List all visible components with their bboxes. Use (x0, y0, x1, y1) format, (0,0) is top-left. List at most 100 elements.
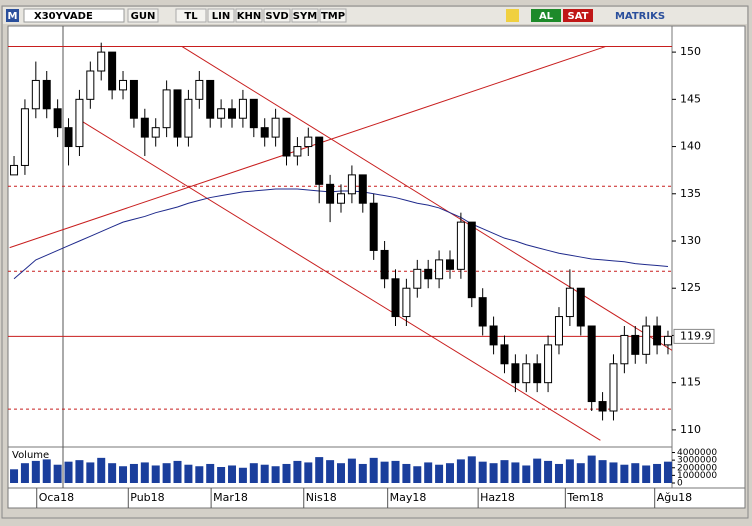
trend-line (181, 46, 672, 351)
candle-body (663, 335, 672, 346)
candle-body (20, 108, 29, 166)
candle-body (31, 79, 40, 110)
candle-body (413, 268, 422, 289)
candle-body (380, 249, 389, 280)
frame (1, 5, 749, 519)
candle-body (620, 334, 629, 365)
toolbar-button[interactable] (319, 8, 347, 23)
candle-body (119, 79, 128, 91)
x-tick-label: Oca18 (39, 491, 74, 504)
candle-body (500, 344, 509, 365)
volume-bar (489, 463, 498, 483)
sell-button[interactable] (563, 9, 593, 22)
volume-bar (478, 461, 487, 483)
candle-body (238, 98, 247, 119)
volume-bar (544, 460, 553, 483)
volume-bar (206, 463, 215, 483)
x-tick-label: Pub18 (130, 491, 164, 504)
toolbar-button-label: TMP (321, 11, 345, 22)
volume-bar (108, 463, 117, 483)
candle-body (642, 325, 651, 355)
volume-bar (369, 457, 378, 483)
volume-bar (140, 462, 149, 483)
candle-body (249, 98, 258, 129)
trend-line (79, 119, 601, 441)
candle-body (228, 108, 237, 119)
volume-bar (151, 465, 160, 483)
candle-body (533, 363, 542, 384)
y-tick-label: 135 (680, 187, 701, 200)
candle-body (587, 325, 596, 403)
toolbar-button[interactable] (207, 8, 235, 23)
last-price-box (673, 328, 715, 344)
volume-bar (347, 458, 356, 483)
candle-body (369, 202, 378, 251)
buy-button[interactable] (531, 9, 561, 22)
candle-body (358, 174, 367, 204)
volume-bar (195, 466, 204, 483)
volume-bar (511, 462, 520, 483)
volume-bar (663, 461, 672, 483)
logo-box[interactable] (6, 9, 19, 22)
volume-bar (31, 460, 40, 483)
volume-bar (576, 463, 585, 483)
candle-body (445, 259, 454, 270)
candle-body (108, 51, 117, 91)
icon[interactable] (506, 9, 519, 22)
y-tick-label: 145 (680, 92, 701, 105)
candle-body (522, 363, 531, 384)
volume-bar (642, 465, 651, 483)
volume-bar (162, 463, 171, 483)
volume-bar (217, 467, 226, 483)
volume-bar (86, 462, 95, 483)
volume-bar (533, 458, 542, 483)
toolbar-button[interactable] (291, 8, 319, 23)
candle-body (271, 117, 280, 138)
volume-bar (413, 466, 422, 483)
toolbar-button[interactable] (175, 8, 207, 23)
volume-tick-label: 4000000 (677, 448, 717, 458)
candle-body (467, 221, 476, 299)
volume-bar (97, 457, 106, 483)
volume-bar (282, 463, 291, 483)
candle-body (598, 401, 607, 412)
candle-body (97, 51, 106, 72)
volume-bar (20, 463, 29, 483)
toolbar-button[interactable] (235, 8, 263, 23)
candle-body (75, 98, 84, 148)
candle-body (391, 278, 400, 318)
volume-bar (554, 463, 563, 483)
toolbar-button[interactable] (127, 8, 159, 23)
volume-bar (173, 460, 182, 483)
toolbar-button-label: TL (184, 11, 198, 22)
plot-bg (7, 25, 746, 489)
volume-bar (64, 461, 73, 483)
candle-body (206, 79, 215, 119)
brand: MATRIKS (615, 11, 665, 22)
volume-bar (293, 460, 302, 483)
symbol: X30YVADE (34, 11, 93, 22)
symbol-box[interactable] (23, 8, 125, 23)
volume-bar (304, 462, 313, 483)
volume-bar (249, 463, 258, 483)
candle-body (337, 193, 345, 204)
volume-bar (42, 459, 51, 483)
candle-body (653, 325, 662, 346)
toolbar-button[interactable] (263, 8, 291, 23)
candle-body (162, 89, 171, 129)
candle-body (511, 363, 520, 384)
candle-body (609, 363, 618, 412)
y-tick-label: 110 (680, 423, 701, 436)
volume-bar (129, 463, 138, 483)
candle-body (53, 108, 62, 129)
candle-body (456, 221, 465, 270)
y-tick-label: 125 (680, 281, 701, 294)
volume-bar (609, 462, 618, 483)
candle-body (86, 70, 95, 100)
volume-bar (631, 463, 640, 483)
toolbar-button-label: SYM (293, 11, 317, 22)
x-tick-label: Nis18 (306, 491, 337, 504)
volume-bar (402, 463, 411, 483)
candle-body (489, 325, 498, 346)
